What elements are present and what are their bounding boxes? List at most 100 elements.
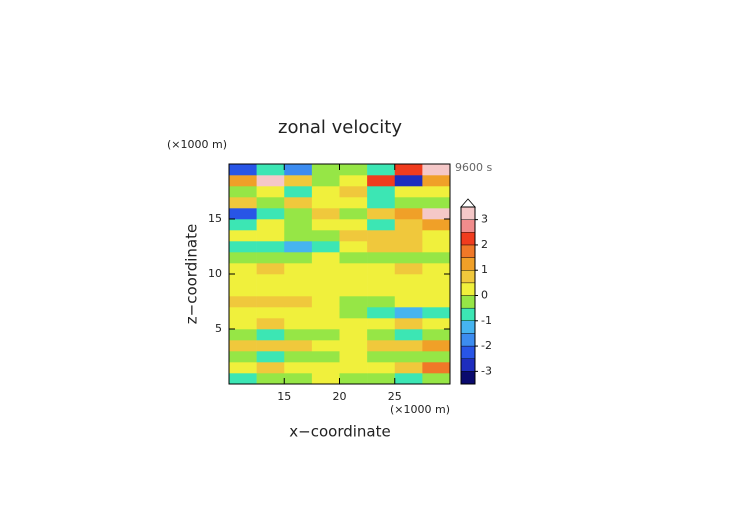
field-cell [256,219,285,231]
field-cell [256,285,285,297]
field-cell [394,351,423,363]
field-cell [422,329,451,341]
field-cell [256,340,285,352]
field-cell [367,230,396,242]
y-unit: (×1000 m) [167,138,227,151]
field-cell [284,285,313,297]
field-cell [367,307,396,319]
field-cell [339,307,368,319]
field-cell [339,362,368,374]
field-cell [311,186,340,198]
field-cell [394,307,423,319]
field-cell [256,186,285,198]
field-cell [339,252,368,264]
field-cell [367,285,396,297]
colorbar-tick-label: -1 [481,314,492,327]
field-cell [229,318,257,330]
field-cell [229,252,257,264]
field-cell [394,241,423,253]
field-cell [394,362,423,374]
field-cell [311,318,340,330]
field-cell [339,186,368,198]
field-cell [422,208,451,220]
field-cell [311,230,340,242]
field-cell [311,208,340,220]
field-cell [394,197,423,209]
field-cell [394,296,423,308]
field-cell [367,340,396,352]
field-cell [284,296,313,308]
field-cell [367,373,396,385]
field-cell [394,285,423,297]
field-cell [256,241,285,253]
field-cell [256,175,285,187]
field-cell [367,296,396,308]
field-cell [256,362,285,374]
field-cell [394,274,423,286]
x-unit: (×1000 m) [390,403,450,416]
field-cell [339,329,368,341]
field-cell [422,241,451,253]
field-cell [229,164,257,176]
field-cell [422,230,451,242]
colorbar-tick-label: 0 [481,289,488,302]
chart-title: zonal velocity [278,117,402,138]
field-cell [422,175,451,187]
field-cell [284,175,313,187]
field-cell [229,329,257,341]
y-tick-label: 10 [208,267,222,280]
x-tick-label: 15 [277,390,291,403]
field-cell [311,263,340,275]
field-cell [311,241,340,253]
field-cell [339,230,368,242]
time-label: 9600 s [455,161,492,174]
field-cell [256,373,285,385]
colorbar-extend [460,198,476,208]
field-cell [284,186,313,198]
y-tick-label: 15 [208,212,222,225]
field-cell [367,318,396,330]
colorbar-bin [460,244,476,258]
field-cell [367,252,396,264]
field-cell [422,274,451,286]
field-cell [339,241,368,253]
field-cell [284,318,313,330]
field-cell [339,208,368,220]
field-cell [394,208,423,220]
field-cell [311,197,340,209]
field-cell [311,219,340,231]
colorbar-tick-label: 2 [481,238,488,251]
field-cell [229,296,257,308]
field-cell [229,230,257,242]
x-tick-label: 20 [333,390,347,403]
field-cell [311,307,340,319]
field-cell [422,285,451,297]
field-cell [339,340,368,352]
field-cell [284,164,313,176]
field-cell [284,307,313,319]
field-cell [339,318,368,330]
y-tick-label: 5 [215,322,222,335]
field-cell [229,263,257,275]
field-cell [367,208,396,220]
field-cell [367,362,396,374]
field-cell [256,164,285,176]
field-cell [394,230,423,242]
field-cell [311,373,340,385]
field-cell [422,252,451,264]
colorbar-bin [460,295,476,309]
field-cell [339,296,368,308]
field-cell [422,219,451,231]
field-cell [394,329,423,341]
field-cell [339,274,368,286]
field-cell [229,219,257,231]
field-cell [367,329,396,341]
field-cell [311,351,340,363]
field-cell [229,197,257,209]
field-cell [256,208,285,220]
field-cell [284,274,313,286]
field-cell [394,219,423,231]
field-cell [256,307,285,319]
field-cell [394,318,423,330]
field-cell [284,351,313,363]
